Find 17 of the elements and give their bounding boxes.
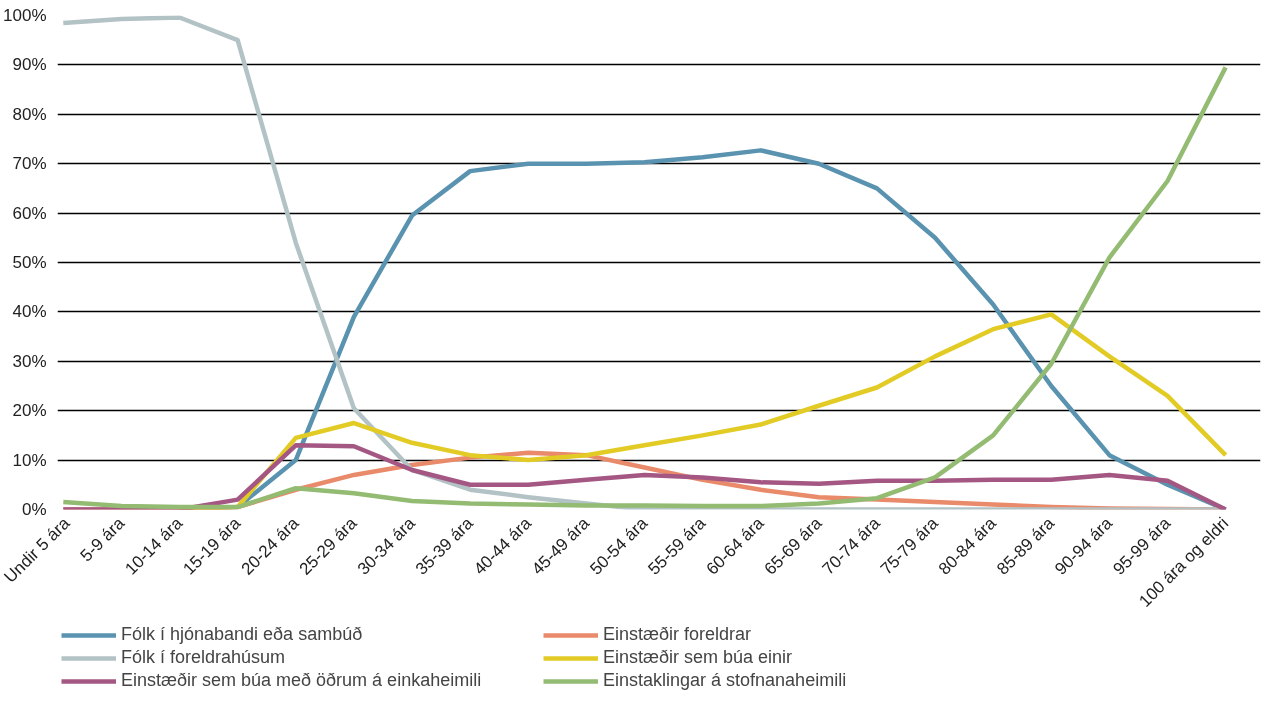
legend-label: Einstæðir foreldrar xyxy=(603,624,753,645)
legend-label: Fólk í hjónabandi eða sambúð xyxy=(121,624,364,645)
y-tick-label: 80% xyxy=(12,104,47,124)
y-tick-label: 70% xyxy=(12,154,47,174)
legend-label: Einstaklingar á stofnanaheimili xyxy=(603,670,848,691)
y-tick-label: 20% xyxy=(12,401,47,421)
legend-label: Einstæðir sem búa með öðrum á einkaheimili xyxy=(121,670,483,691)
y-tick-label: 60% xyxy=(12,203,47,223)
y-tick-label: 100% xyxy=(3,6,47,25)
y-tick-label: 50% xyxy=(12,253,47,272)
legend-label: Einstæðir sem búa einir xyxy=(603,647,794,668)
legend-label: Fólk í foreldrahúsum xyxy=(121,647,287,668)
y-tick-label: 40% xyxy=(12,302,47,322)
y-tick-label: 30% xyxy=(12,351,47,371)
y-tick-label: 90% xyxy=(12,55,47,75)
y-tick-label: 0% xyxy=(21,500,47,519)
y-tick-label: 10% xyxy=(12,450,47,470)
